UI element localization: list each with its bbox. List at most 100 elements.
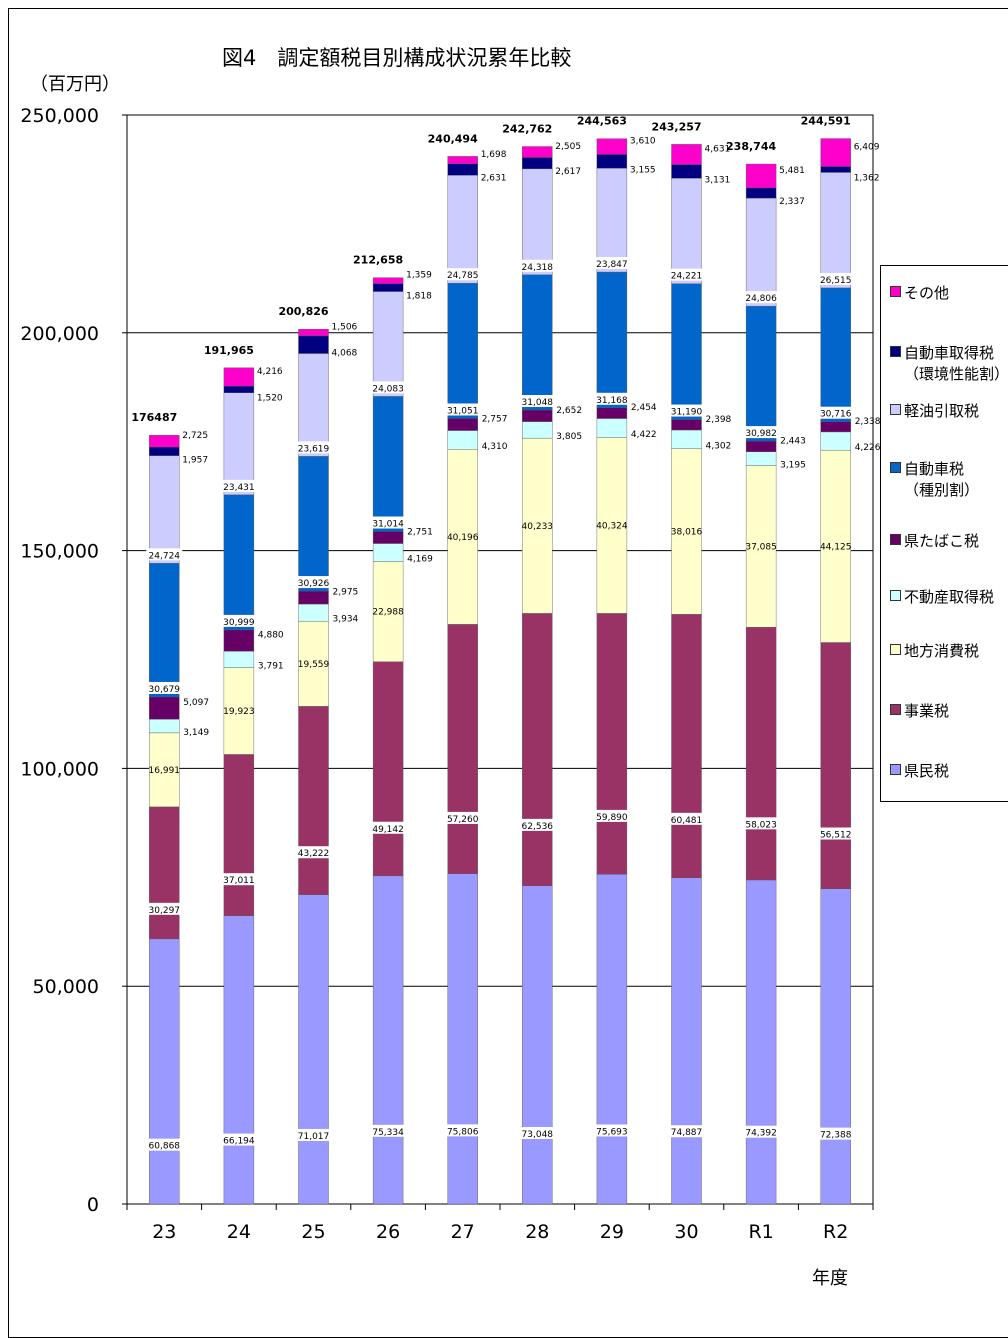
legend-label: 不動産取得税: [904, 588, 995, 606]
bar-segment: [372, 543, 404, 562]
bar-segment: [820, 166, 851, 173]
legend-item: 自動車取得税 （環境性能割）: [890, 342, 1008, 384]
data-label: 3,149: [183, 728, 209, 738]
bar-segment: [745, 305, 777, 442]
data-label-bg: [817, 827, 854, 840]
data-label-bg: [743, 1125, 780, 1138]
bar-segment: [671, 448, 702, 615]
legend-label: その他: [904, 284, 950, 302]
bar-segment: [745, 451, 777, 466]
data-label: 26,515: [820, 276, 852, 286]
data-label: 24,785: [447, 271, 479, 281]
data-label: 1,520: [257, 393, 283, 403]
data-label: 49,142: [372, 825, 404, 835]
data-label: 19,559: [298, 660, 330, 670]
data-label-bg: [444, 268, 481, 281]
data-label-bg: [295, 441, 332, 454]
data-label-bg: [593, 392, 630, 405]
bar-segment: [298, 335, 329, 354]
bar-segment: [820, 431, 851, 451]
bar-segment: [522, 168, 553, 275]
data-label-bg: [668, 812, 705, 825]
total-label: 244,563: [577, 115, 627, 128]
data-label-bg: [519, 818, 556, 831]
bar-segment: [671, 429, 702, 449]
data-label: 2,975: [333, 588, 359, 598]
data-label: 31,051: [447, 406, 479, 416]
data-label: 44,125: [820, 542, 852, 552]
data-label: 60,481: [671, 816, 703, 826]
bar-segment: [223, 385, 255, 393]
total-label: 238,744: [726, 140, 776, 153]
legend-swatch: [890, 286, 901, 297]
data-label: 2,652: [556, 406, 582, 416]
legend-item: 軽油引取税: [890, 400, 979, 421]
data-label-bg: [817, 406, 854, 419]
data-label: 31,190: [671, 408, 703, 418]
data-label: 56,512: [820, 831, 852, 841]
bar-segment: [372, 661, 404, 877]
data-label: 3,610: [630, 137, 656, 147]
data-label: 75,806: [447, 1127, 479, 1137]
data-label-bg: [668, 404, 705, 417]
data-label-bg: [817, 272, 854, 285]
y-tick-label: 150,000: [20, 541, 99, 563]
x-tick-label: 23: [152, 1221, 176, 1243]
bar-segment: [223, 629, 255, 652]
bar-segment: [447, 873, 478, 1205]
data-label-bg: [444, 403, 481, 416]
data-label: 3,805: [556, 432, 582, 442]
data-label: 30,926: [298, 579, 330, 589]
bar-segment: [223, 650, 255, 668]
data-label: 58,023: [745, 820, 777, 830]
data-label-bg: [593, 257, 630, 270]
data-label-bg: [593, 1124, 630, 1137]
data-label-bg: [743, 291, 780, 304]
data-label-bg: [220, 1133, 257, 1146]
bar-segment: [223, 367, 255, 387]
data-label-bg: [220, 479, 257, 492]
bar-segment: [372, 561, 404, 662]
legend-item: 自動車税 （種別割）: [890, 458, 979, 500]
data-label: 2,631: [481, 174, 507, 184]
x-tick-label: 29: [600, 1221, 624, 1243]
data-label: 1,362: [854, 173, 880, 183]
data-label: 2,757: [482, 414, 508, 424]
data-label: 4,216: [257, 367, 283, 377]
bar-segment: [745, 187, 777, 199]
bar-segment: [671, 177, 702, 284]
bar-segment: [522, 885, 553, 1205]
bar-segment: [671, 614, 702, 878]
total-label: 191,965: [204, 344, 254, 357]
data-label: 59,890: [596, 813, 628, 823]
bar-segment: [820, 888, 851, 1205]
legend-swatch: [890, 462, 901, 473]
bar-segment: [223, 392, 255, 496]
data-label: 2,725: [182, 431, 208, 441]
data-label: 4,631: [705, 144, 731, 154]
data-label: 5,481: [779, 166, 805, 176]
data-label-bg: [370, 1124, 407, 1137]
bar-segment: [596, 167, 628, 273]
legend-item: 地方消費税: [890, 640, 979, 661]
legend-swatch: [890, 764, 901, 775]
data-label-bg: [146, 1138, 183, 1151]
data-label: 6,409: [854, 143, 880, 153]
legend-label: 軽油引取税: [904, 402, 980, 420]
bar-segment: [298, 894, 329, 1205]
data-label-bg: [668, 268, 705, 281]
x-tick-label: R2: [823, 1221, 848, 1243]
bar-segment: [596, 437, 628, 614]
data-label: 3,155: [630, 165, 656, 175]
data-label: 30,999: [223, 618, 255, 628]
total-label: 200,826: [278, 305, 328, 318]
data-label: 2,398: [706, 415, 732, 425]
total-label: 176487: [131, 411, 177, 424]
data-label: 40,233: [522, 522, 554, 532]
data-label: 2,617: [555, 167, 581, 177]
data-label: 4,169: [407, 555, 433, 565]
bar-segment: [522, 157, 553, 170]
total-label: 212,658: [353, 254, 403, 267]
bar-segment: [596, 138, 628, 155]
